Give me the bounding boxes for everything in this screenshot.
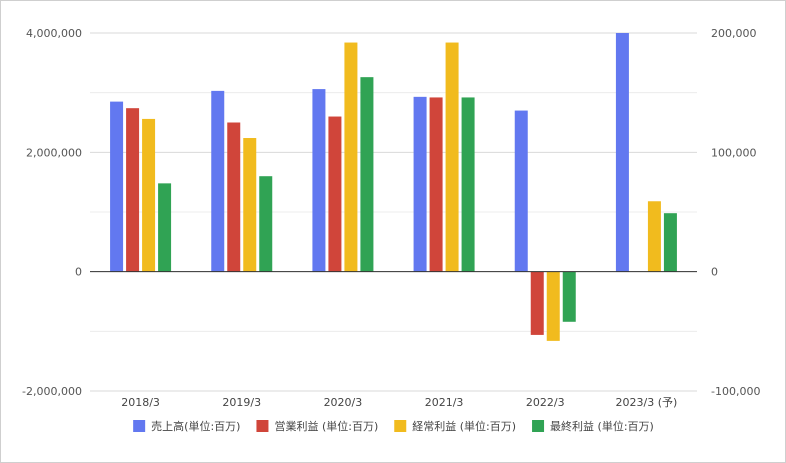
legend-item[interactable]: 経常利益 (単位:百万)	[394, 419, 516, 433]
legend-item[interactable]: 売上高(単位:百万)	[133, 419, 240, 433]
right-axis-tick-label: 100,000	[711, 146, 757, 159]
bar-4-3	[360, 77, 374, 272]
bar-1-1	[110, 101, 124, 272]
left-axis-tick-label: 4,000,000	[26, 27, 82, 40]
legend-label: 営業利益 (単位:百万)	[274, 419, 378, 433]
bar-2-4	[429, 97, 443, 272]
legend-swatch	[532, 420, 545, 432]
left-axis-tick-label: 2,000,000	[26, 146, 82, 159]
bar-1-2	[211, 90, 225, 272]
category-label: 2018/3	[121, 396, 160, 409]
right-axis-tick-label: -100,000	[711, 385, 760, 398]
category-label: 2020/3	[324, 396, 363, 409]
bar-1-5	[514, 110, 528, 272]
left-axis-tick-label: -2,000,000	[22, 385, 82, 398]
bar-3-6	[647, 201, 661, 272]
bar-2-5	[530, 271, 544, 335]
category-label: 2023/3 (予)	[616, 396, 678, 409]
legend: 売上高(単位:百万) 営業利益 (単位:百万) 経常利益 (単位:百万) 最終利益 (…	[133, 419, 654, 433]
legend-swatch	[394, 420, 407, 432]
legend-swatch	[133, 420, 146, 432]
bar-1-6	[615, 33, 629, 272]
bar-4-1	[158, 183, 172, 272]
bar-4-6	[663, 213, 677, 272]
bar-3-5	[546, 271, 560, 341]
left-axis: -2,000,000 0 2,000,000 4,000,000	[22, 27, 82, 398]
legend-item[interactable]: 営業利益 (単位:百万)	[256, 419, 378, 433]
bar-4-5	[562, 271, 576, 322]
legend-label: 最終利益 (単位:百万)	[550, 419, 654, 433]
bar-3-4	[445, 42, 459, 272]
bar-2-1	[126, 108, 140, 272]
legend-item[interactable]: 最終利益 (単位:百万)	[532, 419, 654, 433]
legend-label: 経常利益 (単位:百万)	[412, 419, 516, 433]
category-label: 2021/3	[425, 396, 464, 409]
bar-2-2	[227, 122, 241, 272]
bar-3-3	[344, 42, 358, 272]
bar-4-4	[461, 97, 475, 272]
bar-1-3	[312, 89, 326, 272]
right-axis: -100,000 0 100,000 200,000	[711, 27, 760, 398]
category-label: 2019/3	[222, 396, 261, 409]
bar-3-1	[142, 118, 156, 272]
right-axis-tick-label: 0	[711, 266, 718, 279]
bar-3-2	[243, 138, 257, 272]
bar-2-3	[328, 116, 342, 272]
legend-label: 売上高(単位:百万)	[151, 419, 240, 433]
bar-1-4	[413, 96, 427, 272]
right-axis-tick-label: 200,000	[711, 27, 757, 40]
legend-swatch	[256, 420, 269, 432]
bars-layer	[110, 33, 677, 341]
left-axis-tick-label: 0	[75, 266, 82, 279]
grid-layer	[90, 32, 697, 392]
bar-4-2	[259, 176, 273, 272]
category-label: 2022/3	[526, 396, 565, 409]
x-axis-categories: 2018/3 2019/3 2020/3 2021/3 2022/3 2023/3 (予)	[121, 396, 677, 409]
